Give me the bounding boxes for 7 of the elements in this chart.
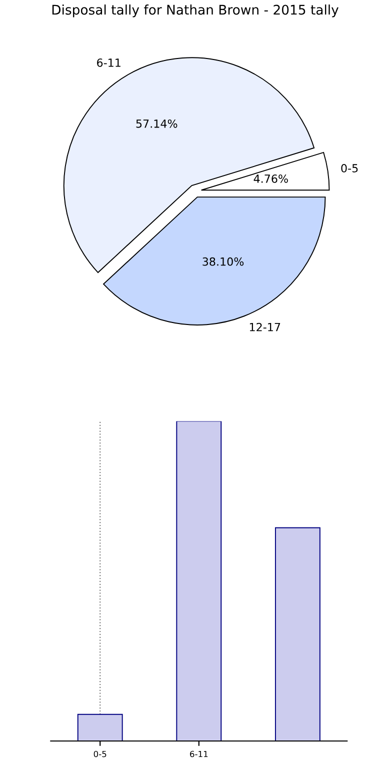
data-label: 38.10% [202, 257, 244, 266]
slice-label: 6-11 [97, 58, 120, 67]
slice-label: 0-5 [341, 164, 358, 172]
chart-title: Disposal tally for Nathan Brown - 2015 tally [52, 4, 338, 18]
data-label: 4.76% [254, 174, 288, 183]
slice-label: 12-17 [250, 322, 280, 332]
data-label: 57.14% [136, 119, 178, 128]
